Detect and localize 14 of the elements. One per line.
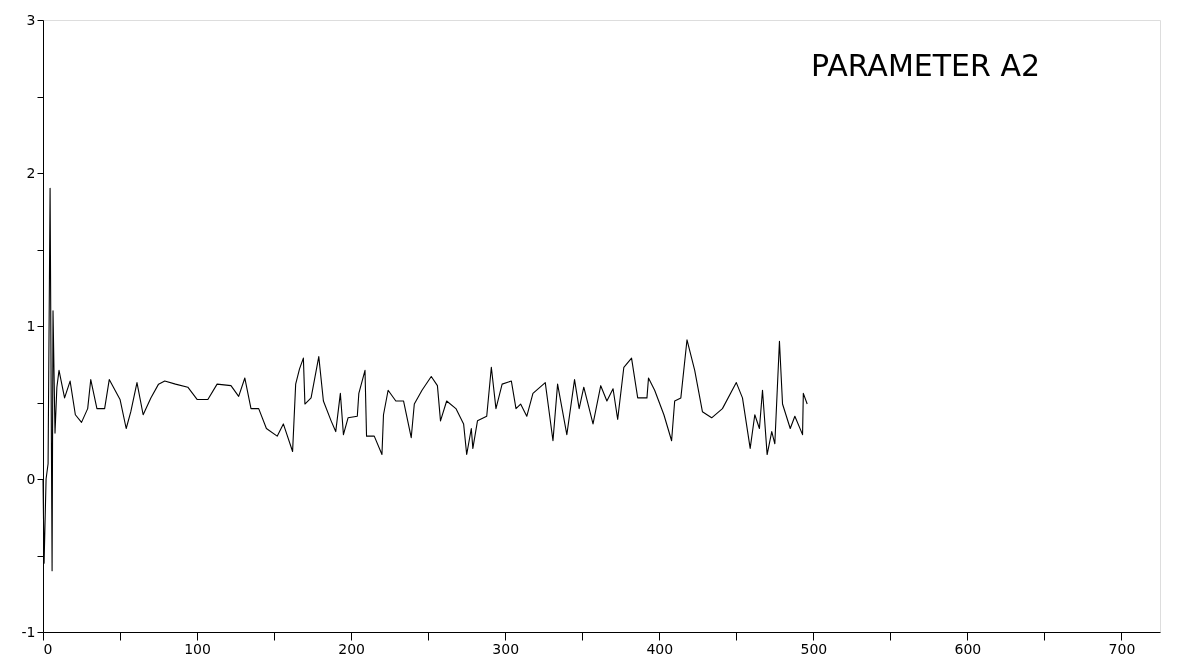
y-tick-label: 2 <box>26 164 36 181</box>
x-tick-label: 300 <box>492 640 520 657</box>
x-tick-label: 500 <box>800 640 828 657</box>
x-tick-label: 600 <box>954 640 982 657</box>
x-tick-label: 700 <box>1108 640 1136 657</box>
y-tick-label: 0 <box>26 470 36 487</box>
y-tick-label: 1 <box>26 317 36 334</box>
x-tick-label: 0 <box>43 640 53 657</box>
x-tick-label: 400 <box>646 640 674 657</box>
y-tick-label: 3 <box>26 11 36 28</box>
x-tick-label: 200 <box>338 640 366 657</box>
x-tick-label: 100 <box>184 640 211 657</box>
text: PARAMETER A2 <box>811 48 1040 83</box>
y-tick-label: -1 <box>21 623 36 640</box>
